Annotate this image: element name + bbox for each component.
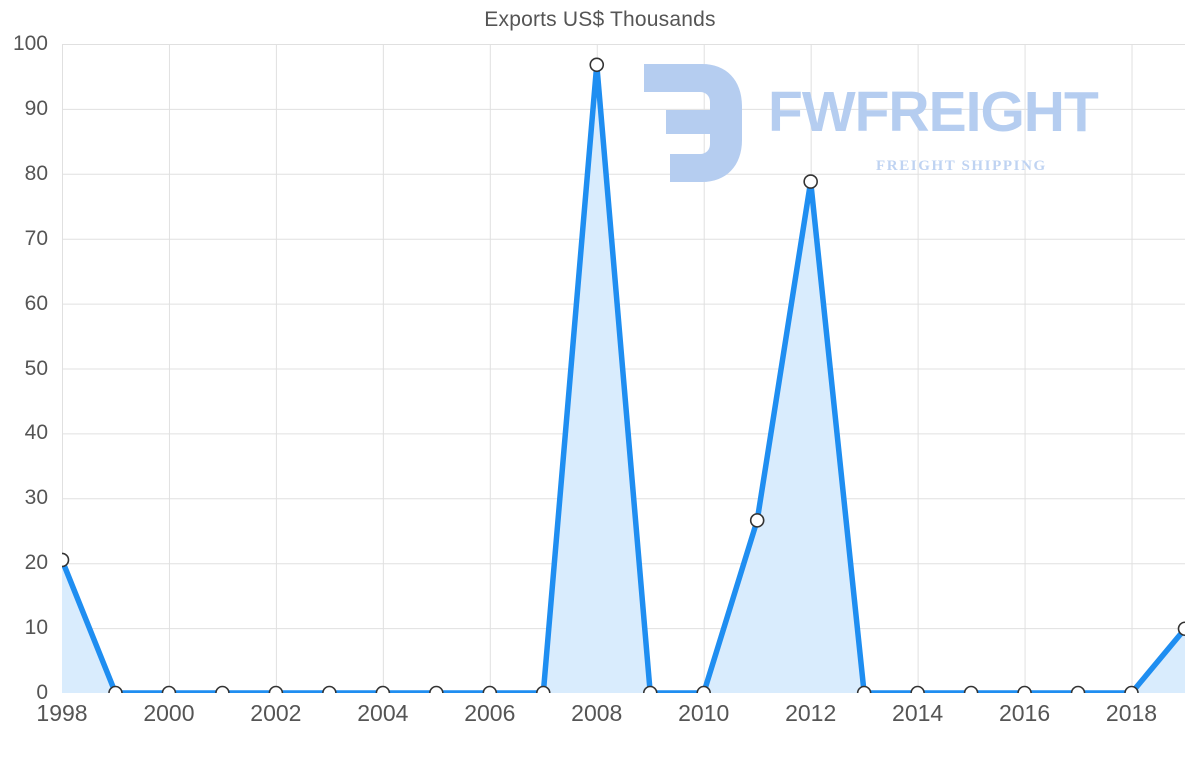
y-axis-tick-label: 100 <box>12 32 48 55</box>
data-point-marker[interactable] <box>1177 621 1186 637</box>
data-point-marker[interactable] <box>696 685 712 694</box>
x-axis-tick-label: 1998 <box>36 700 88 726</box>
x-axis-tick-label: 2002 <box>250 700 302 726</box>
data-point-marker[interactable] <box>1017 685 1032 694</box>
y-axis-tick-label: 30 <box>24 486 48 510</box>
vertical-gridlines <box>62 44 1133 693</box>
data-point-marker[interactable] <box>803 174 818 189</box>
data-point-marker[interactable] <box>749 513 765 528</box>
series-line <box>62 62 1185 693</box>
x-axis-tick-label: 2004 <box>357 700 409 726</box>
y-axis-tick-label: 60 <box>24 291 48 315</box>
y-axis-tick-label: 80 <box>24 161 48 185</box>
data-point-marker[interactable] <box>1070 685 1086 694</box>
data-point-marker[interactable] <box>429 685 444 694</box>
data-point-marker[interactable] <box>535 685 551 694</box>
y-axis-tick-label: 0 <box>36 681 48 704</box>
y-axis: 0 10 20 30 40 50 60 70 80 90 100 <box>0 0 48 763</box>
chart-title: Exports US$ Thousands <box>484 8 716 31</box>
y-axis-tick-label: 50 <box>24 356 48 380</box>
x-axis-tick-label: 2016 <box>998 700 1051 726</box>
y-axis-tick-label: 40 <box>24 421 48 445</box>
data-point-marker[interactable] <box>482 685 498 694</box>
x-axis-tick-label: 2008 <box>571 700 623 726</box>
data-point-marker[interactable] <box>910 685 925 694</box>
y-axis-tick-label: 90 <box>24 96 48 120</box>
y-axis-tick-label: 70 <box>24 226 48 250</box>
data-point-marker[interactable] <box>375 685 391 694</box>
plot-area <box>62 44 1185 693</box>
data-point-marker[interactable] <box>108 685 123 694</box>
y-axis-tick-label: 20 <box>24 551 48 575</box>
data-point-marker[interactable] <box>215 685 230 694</box>
x-axis-tick-label: 2018 <box>1105 700 1158 726</box>
x-axis-tick-label: 2006 <box>464 700 516 726</box>
x-axis-tick-label: 2000 <box>143 700 195 726</box>
series-data-point-markers <box>62 57 1186 694</box>
x-axis-tick-label: 2010 <box>678 700 730 726</box>
x-axis-tick-label: 2014 <box>892 700 944 726</box>
data-point-marker[interactable] <box>1124 685 1139 694</box>
data-point-marker[interactable] <box>856 685 872 694</box>
data-point-marker[interactable] <box>62 552 70 568</box>
y-axis-tick-label: 10 <box>24 616 48 640</box>
data-point-marker[interactable] <box>268 685 284 694</box>
data-point-marker[interactable] <box>642 685 658 694</box>
x-axis-tick-label: 2012 <box>785 700 837 726</box>
data-point-marker[interactable] <box>322 685 337 694</box>
data-point-marker[interactable] <box>963 685 979 694</box>
data-point-marker[interactable] <box>161 685 177 694</box>
area-line-chart-svg <box>62 44 1185 693</box>
data-point-marker[interactable] <box>589 57 605 73</box>
